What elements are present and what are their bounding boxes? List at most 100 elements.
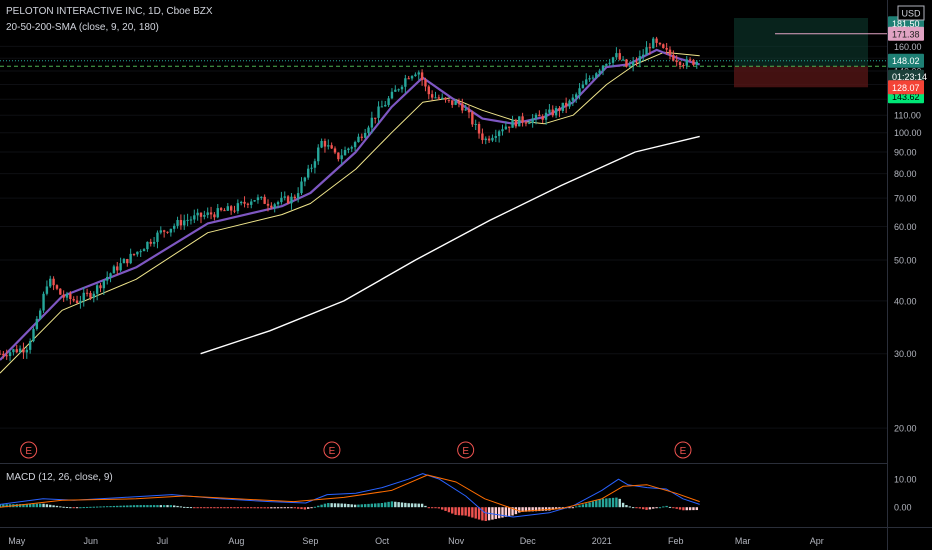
macd-histogram-bar-162 (541, 507, 544, 511)
macd-histogram-bar-128 (427, 507, 430, 509)
macd-histogram-bar-191 (638, 507, 642, 509)
macd-histogram-bar-48 (159, 505, 162, 508)
candle-body-95 (317, 147, 320, 162)
candle-body-162 (541, 116, 544, 120)
macd-histogram-bar-152 (508, 507, 511, 517)
candle-body-25 (82, 292, 85, 301)
entry-badge-text: 143.62 (892, 92, 920, 102)
candle-body-20 (65, 293, 69, 298)
candle-body-133 (444, 97, 447, 100)
candle-body-92 (307, 168, 310, 178)
macd-histogram-bar-78 (260, 507, 263, 509)
candle-body-46 (152, 241, 156, 244)
macd-histogram-bar-90 (300, 507, 303, 510)
macd-histogram-bar-137 (457, 507, 461, 516)
macd-histogram-bar-116 (387, 501, 390, 508)
candle-body-104 (347, 148, 350, 151)
candle-body-105 (350, 147, 353, 149)
macd-histogram-bar-30 (99, 506, 102, 508)
time-axis[interactable]: May Jun Jul Aug Sep Oct Nov Dec 2021 Feb Mar Apr (8, 536, 823, 546)
macd-pane (0, 473, 700, 521)
macd-histogram-bar-147 (491, 507, 494, 520)
macd-histogram-bar-36 (119, 505, 122, 508)
candle-body-64 (213, 214, 216, 218)
candle-body-67 (223, 210, 226, 212)
macd-histogram-bar-94 (313, 506, 317, 508)
earnings-marker-2[interactable] (457, 441, 475, 459)
candle-body-16 (52, 278, 55, 286)
macd-histogram-bar-38 (126, 505, 129, 508)
macd-histogram-bar-102 (340, 503, 343, 508)
macd-histogram-bar-52 (173, 505, 176, 508)
macd-histogram-bar-141 (471, 507, 474, 518)
candle-body-188 (628, 65, 631, 67)
candle-body-167 (558, 108, 561, 111)
macd-axis[interactable]: 10.00 0.00 (894, 475, 917, 513)
earnings-marker-0[interactable] (20, 441, 38, 459)
macd-histogram-bar-143 (477, 507, 481, 520)
currency-tag[interactable] (897, 5, 925, 21)
candle-body-139 (464, 109, 467, 111)
macd-histogram-bar-163 (544, 507, 548, 511)
macd-histogram-bar-66 (219, 507, 223, 509)
macd-histogram-bar-33 (109, 506, 112, 508)
macd-histogram-bar-69 (229, 507, 233, 509)
macd-histogram-bar-171 (571, 507, 575, 509)
macd-histogram-bar-189 (631, 507, 635, 509)
candle-body-178 (595, 73, 598, 78)
macd-histogram-bar-198 (662, 506, 665, 508)
macd-histogram-bar-84 (280, 507, 283, 509)
candle-body-206 (688, 59, 692, 61)
loss-zone[interactable] (734, 66, 868, 88)
candle-body-156 (521, 116, 524, 123)
candle-body-107 (357, 136, 360, 143)
earnings-marker-3[interactable] (674, 441, 692, 459)
candle-body-10 (32, 329, 35, 342)
candle-body-5 (15, 349, 18, 353)
candle-body-199 (665, 47, 668, 50)
candle-body-38 (126, 259, 129, 264)
macd-histogram-bar-44 (146, 505, 149, 508)
candle-body-13 (42, 293, 45, 311)
candle-body-159 (531, 118, 534, 124)
candle-body-103 (343, 150, 347, 156)
earnings-marker-label-2: E (462, 446, 469, 457)
macd-histogram-bar-55 (183, 506, 186, 508)
macd-histogram-bar-6 (18, 504, 22, 508)
macd-histogram-bar-67 (223, 507, 226, 509)
macd-histogram-bar-190 (635, 507, 638, 509)
macd-histogram-bar-175 (585, 503, 588, 508)
macd-histogram-bar-47 (156, 505, 159, 508)
macd-histogram-bar-57 (189, 507, 193, 509)
candle-body-115 (384, 104, 387, 107)
symbol-title[interactable]: PELOTON INTERACTIVE INC, 1D, Cboe BZX (6, 6, 213, 17)
candle-body-110 (367, 127, 370, 133)
macd-histogram-bar-2 (5, 504, 8, 508)
earnings-marker-1[interactable] (323, 441, 341, 459)
macd-histogram-bar-157 (524, 507, 528, 512)
price-tick-14: 160.00 (894, 42, 922, 52)
profit-zone[interactable] (734, 18, 868, 67)
macd-histogram-bar-28 (92, 506, 95, 508)
candle-body-21 (69, 293, 72, 300)
candle-body-169 (564, 102, 568, 107)
candle-body-102 (340, 155, 343, 160)
candle-body-72 (240, 201, 243, 204)
long-position-tool[interactable] (0, 18, 887, 88)
last-price-badge-text: 148.02 (892, 56, 920, 66)
sma-legend[interactable]: 20-50-200-SMA (close, 9, 20, 180) (6, 22, 159, 33)
macd-histogram-bar-127 (424, 505, 427, 508)
candle-body-203 (678, 62, 682, 65)
macd-histogram-bar-93 (310, 507, 313, 509)
macd-histogram-bar-202 (675, 507, 678, 509)
candle-body-45 (149, 241, 152, 244)
candle-body-19 (62, 294, 65, 298)
candle-body-116 (387, 98, 390, 105)
candle-body-61 (203, 214, 206, 217)
macd-legend[interactable]: MACD (12, 26, close, 9) (6, 472, 113, 483)
macd-histogram-bar-12 (39, 503, 42, 508)
time-tick-4: Sep (302, 536, 318, 546)
candle-body-131 (437, 97, 441, 99)
